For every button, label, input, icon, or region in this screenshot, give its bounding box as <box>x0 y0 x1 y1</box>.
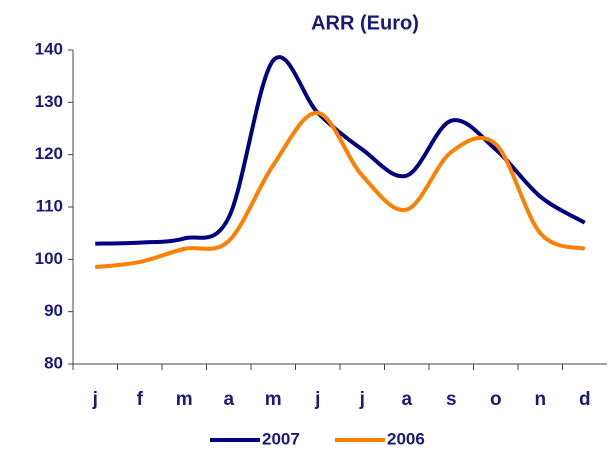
y-tick-label: 80 <box>44 353 63 372</box>
y-tick-label: 140 <box>35 39 63 58</box>
line-series <box>95 110 586 270</box>
x-tick-label: j <box>314 389 320 410</box>
y-tick-label: 130 <box>35 92 63 111</box>
x-tick-label: n <box>534 389 546 410</box>
x-tick-label: o <box>490 389 502 410</box>
x-tick-label: s <box>446 389 457 410</box>
x-tick-label: j <box>92 389 98 410</box>
chart-title: ARR (Euro) <box>311 12 419 34</box>
x-tick-label: j <box>359 389 365 410</box>
x-tick-label: m <box>265 389 282 410</box>
y-tick-label: 120 <box>35 144 63 163</box>
x-tick-label: a <box>223 389 234 410</box>
y-tick-label: 90 <box>44 301 63 320</box>
legend-label: 2007 <box>262 429 300 448</box>
y-tick-label: 110 <box>36 196 63 215</box>
y-tick-label: 100 <box>35 249 63 268</box>
x-tick-label: d <box>579 389 591 410</box>
line-series <box>95 55 586 246</box>
x-tick-label: a <box>401 389 412 410</box>
legend-label: 2006 <box>387 429 425 448</box>
x-tick-label: m <box>176 389 193 410</box>
x-tick-label: f <box>137 389 144 410</box>
